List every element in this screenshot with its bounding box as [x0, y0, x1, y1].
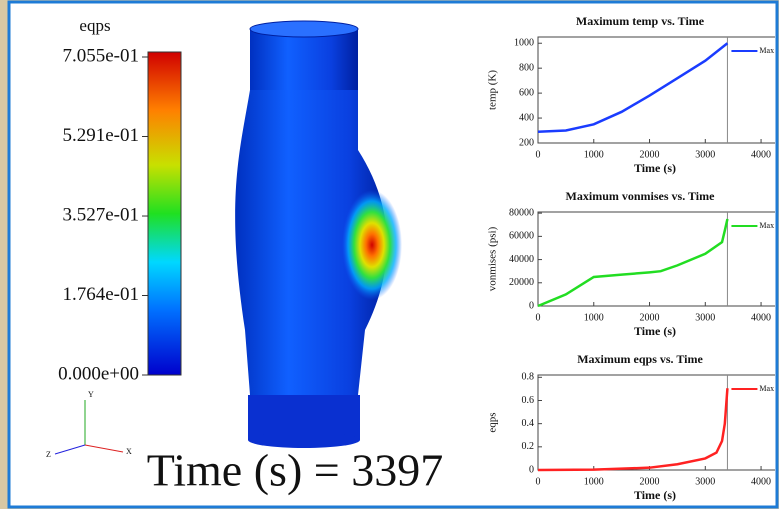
- x-tick-label: 1000: [584, 476, 604, 487]
- series-line: [537, 218, 729, 308]
- chart-title: Maximum eqps vs. Time: [577, 352, 703, 366]
- chart-title: Maximum temp vs. Time: [576, 14, 705, 28]
- y-tick-label: 0: [529, 464, 534, 475]
- y-tick-label: 400: [519, 112, 534, 123]
- y-tick-label: 600: [519, 87, 534, 98]
- y-tick-label: 0: [529, 300, 534, 311]
- x-tick-label: 4000: [751, 476, 771, 487]
- x-tick-label: 1000: [584, 149, 604, 160]
- legend-label: Max: [759, 384, 774, 393]
- y-tick-label: 0.8: [522, 372, 535, 383]
- triad-label: X: [126, 447, 132, 456]
- x-tick-label: 0: [536, 476, 541, 487]
- y-axis-label: eqps: [487, 412, 499, 432]
- x-tick-label: 3000: [695, 149, 715, 160]
- y-tick-label: 800: [519, 62, 534, 73]
- x-tick-label: 3000: [695, 312, 715, 323]
- axis-triad: Y X Z: [46, 390, 132, 459]
- plot-frame: [537, 36, 775, 144]
- colorbar-label: 0.000e+00: [58, 363, 139, 384]
- x-tick-label: 0: [536, 149, 541, 160]
- colorbar-label: 3.527e-01: [62, 204, 139, 225]
- x-axis-label: Time (s): [634, 488, 676, 502]
- x-tick-label: 4000: [751, 312, 771, 323]
- triad-label: Y: [88, 390, 94, 399]
- x-axis-label: Time (s): [634, 161, 676, 175]
- chart-title: Maximum vonmises vs. Time: [566, 189, 716, 203]
- y-tick-label: 0.4: [522, 418, 535, 429]
- y-tick-label: 60000: [509, 231, 534, 242]
- y-tick-label: 1000: [514, 38, 534, 49]
- colorbar-label: 5.291e-01: [62, 125, 139, 146]
- colorbar-label: 1.764e-01: [62, 284, 139, 305]
- x-tick-label: 4000: [751, 149, 771, 160]
- x-tick-label: 0: [536, 312, 541, 323]
- plot-frame: [537, 211, 775, 307]
- model: [235, 20, 402, 448]
- y-tick-label: 0.6: [522, 395, 535, 406]
- colorbar-title: eqps: [79, 16, 110, 35]
- y-tick-label: 0.2: [522, 441, 535, 452]
- y-tick-label: 80000: [509, 207, 534, 218]
- y-tick-label: 20000: [509, 277, 534, 288]
- y-tick-label: 40000: [509, 254, 534, 265]
- colorbar: [147, 51, 182, 376]
- y-axis-label: vonmises (psi): [487, 226, 499, 291]
- x-tick-label: 3000: [695, 476, 715, 487]
- y-tick-label: 200: [519, 137, 534, 148]
- series-line: [537, 42, 729, 134]
- triad-label: Z: [46, 450, 51, 459]
- series-line: [537, 388, 729, 472]
- plot-frame: [537, 374, 775, 471]
- time-label: Time (s) = 3397: [147, 445, 443, 496]
- y-axis-label: temp (K): [487, 70, 499, 110]
- x-tick-label: 2000: [640, 312, 660, 323]
- x-tick-label: 1000: [584, 312, 604, 323]
- legend-label: Max: [759, 221, 774, 230]
- x-tick-label: 2000: [640, 149, 660, 160]
- colorbar-label: 7.055e-01: [62, 45, 139, 66]
- x-tick-label: 2000: [640, 476, 660, 487]
- x-axis-label: Time (s): [634, 324, 676, 338]
- legend-label: Max: [759, 46, 774, 55]
